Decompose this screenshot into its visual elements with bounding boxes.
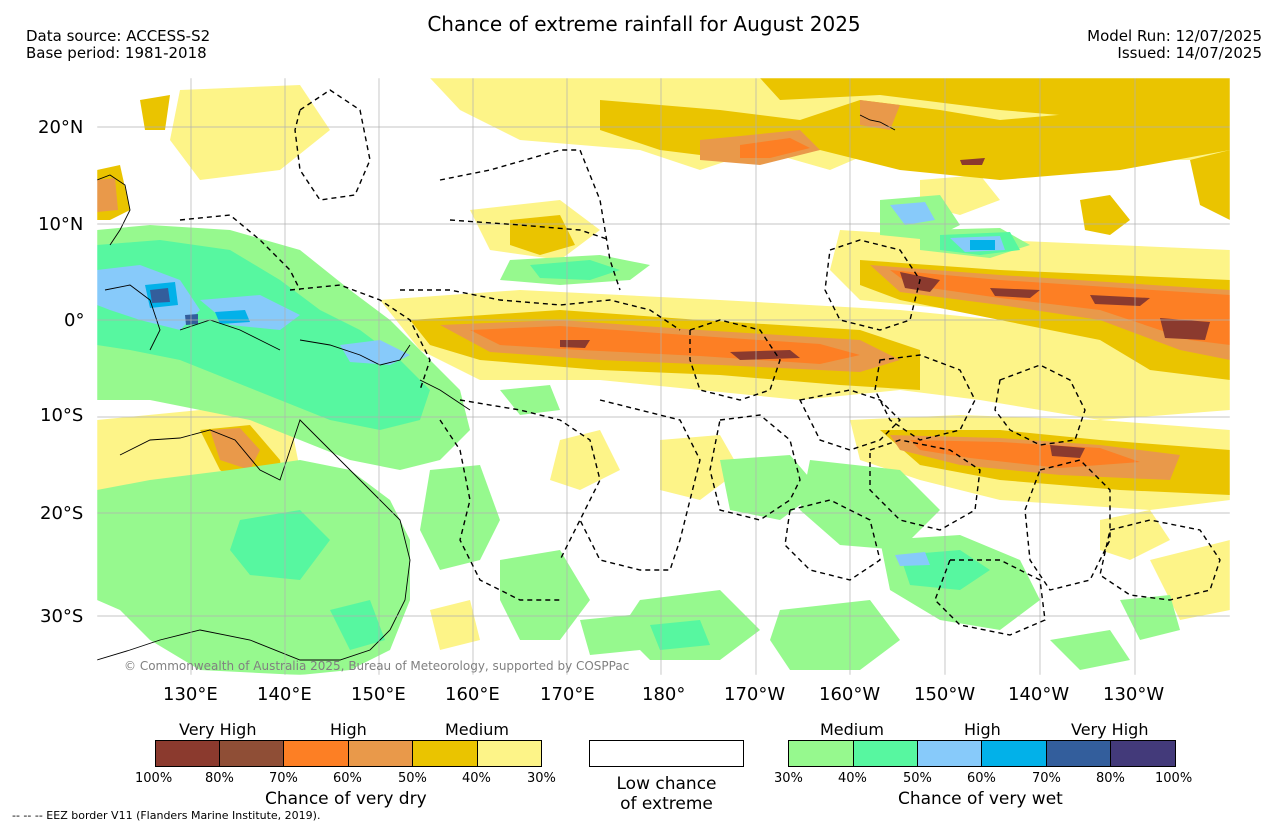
wet-category-very-high: Very High: [1071, 720, 1149, 739]
lon-label-180: 180°: [642, 684, 686, 705]
dry-category-medium: Medium: [445, 720, 509, 739]
lon-label-160e: 160°E: [445, 684, 500, 705]
dry-category-very-high: Very High: [179, 720, 257, 739]
map-title: Chance of extreme rainfall for August 20…: [427, 12, 861, 36]
wet-tick-80: 80%: [1096, 771, 1125, 786]
lon-label-140e: 140°E: [257, 684, 312, 705]
dry-swatch-80-100: [155, 740, 220, 767]
issued-date: Issued: 14/07/2025: [1117, 44, 1262, 62]
dry-swatch-60-70: [283, 740, 349, 767]
wet-tick-40: 40%: [838, 771, 867, 786]
map-frame: [96, 77, 1231, 676]
wet-swatch-70-80: [1046, 740, 1111, 767]
coastlines: [97, 114, 896, 661]
dry-tick-50: 50%: [398, 771, 427, 786]
lat-label-10s: 10°S: [40, 405, 84, 426]
wet-category-high: High: [964, 720, 1001, 739]
lat-label-30s: 30°S: [40, 606, 84, 627]
wet-tick-100: 100%: [1155, 771, 1193, 786]
lat-label-20n: 20°N: [38, 117, 84, 138]
wet-swatch-80-100: [1110, 740, 1176, 767]
wet-tick-30: 30%: [774, 771, 803, 786]
wet-swatch-50-60: [917, 740, 982, 767]
data-source: Data source: ACCESS-S2: [26, 27, 211, 45]
wet-tick-70: 70%: [1032, 771, 1061, 786]
eez-footnote: -- -- -- EEZ border V11 (Flanders Marine…: [12, 809, 321, 822]
copyright-notice: © Commonwealth of Australia 2025, Bureau…: [124, 659, 630, 673]
dry-tick-100: 100%: [135, 771, 173, 786]
dry-tick-40: 40%: [462, 771, 491, 786]
eez-borders: [179, 89, 1221, 636]
neutral-label-line2: of extreme: [620, 794, 713, 814]
dry-tick-80: 80%: [205, 771, 234, 786]
dry-category-high: High: [330, 720, 367, 739]
lon-label-150w: 150°W: [914, 684, 976, 705]
lat-label-equator: 0°: [64, 310, 85, 331]
lon-label-160w: 160°W: [819, 684, 881, 705]
wet-swatch-60-70: [981, 740, 1047, 767]
lon-label-130e: 130°E: [163, 684, 218, 705]
model-run: Model Run: 12/07/2025: [1087, 27, 1262, 45]
dry-legend-title: Chance of very dry: [265, 789, 427, 809]
wet-legend-title: Chance of very wet: [898, 789, 1063, 809]
lat-label-10n: 10°N: [38, 214, 84, 235]
dry-tick-70: 70%: [269, 771, 298, 786]
wet-category-medium: Medium: [820, 720, 884, 739]
lon-label-130w: 130°W: [1103, 684, 1165, 705]
dry-swatch-70-80: [219, 740, 284, 767]
dry-swatch-30-40: [477, 740, 542, 767]
neutral-label-line1: Low chance: [616, 774, 717, 794]
wet-tick-50: 50%: [903, 771, 932, 786]
dry-swatch-50-60: [348, 740, 413, 767]
dry-swatch-40-50: [412, 740, 478, 767]
wet-swatch-40-50: [853, 740, 918, 767]
wet-70-80-areas: [150, 288, 198, 325]
lat-label-20s: 20°S: [40, 503, 84, 524]
wet-swatch-30-40: [788, 740, 854, 767]
rainfall-fields: [97, 78, 1230, 675]
dry-tick-30: 30%: [527, 771, 556, 786]
lon-label-170w: 170°W: [724, 684, 786, 705]
lon-label-140w: 140°W: [1008, 684, 1070, 705]
wet-tick-60: 60%: [967, 771, 996, 786]
lon-label-150e: 150°E: [351, 684, 406, 705]
neutral-swatch: [589, 740, 744, 767]
dry-tick-60: 60%: [333, 771, 362, 786]
lon-label-170e: 170°E: [540, 684, 595, 705]
base-period: Base period: 1981-2018: [26, 44, 207, 62]
gridlines: [97, 78, 1230, 675]
